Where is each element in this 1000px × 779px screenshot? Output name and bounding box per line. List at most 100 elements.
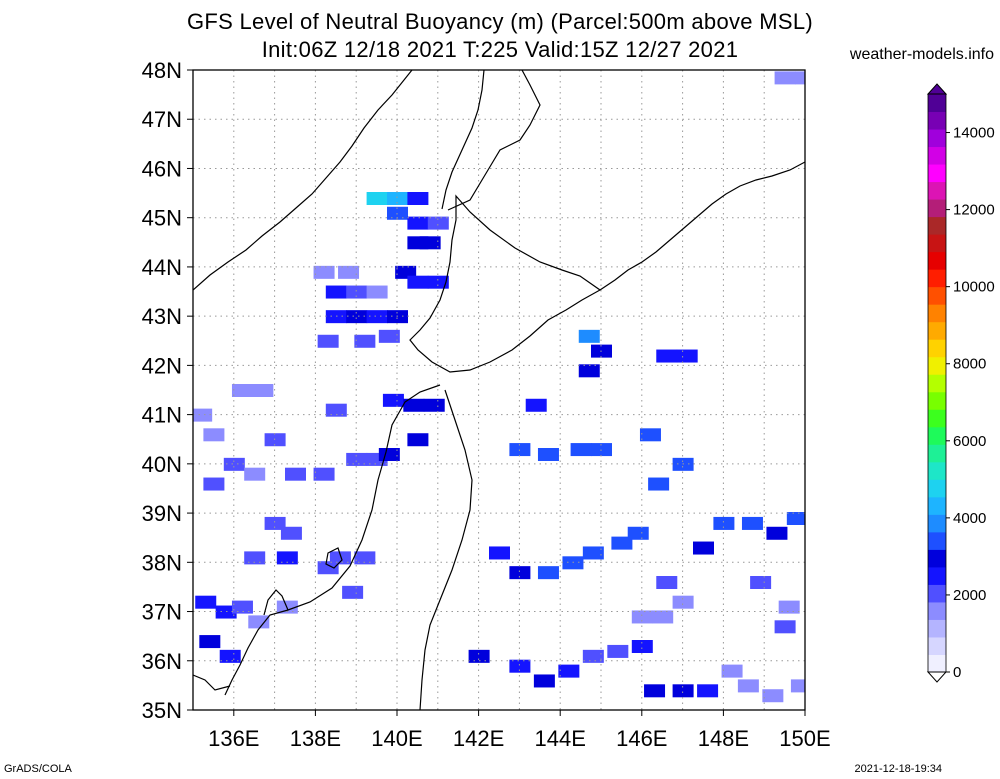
latitude-label: 37N <box>142 600 182 625</box>
colorbar-swatch <box>928 339 946 357</box>
buoyancy-cell <box>342 586 363 599</box>
longitude-label: 142E <box>453 726 504 751</box>
colorbar-swatch <box>928 479 946 497</box>
latitude-label: 41N <box>142 403 182 428</box>
buoyancy-cell <box>673 596 694 609</box>
colorbar-min-arrow <box>928 672 946 682</box>
buoyancy-cell <box>762 689 783 702</box>
colorbar-swatch <box>928 497 946 515</box>
latitude-label: 44N <box>142 255 182 280</box>
buoyancy-cell <box>697 684 718 697</box>
buoyancy-cell <box>742 517 763 530</box>
buoyancy-cell <box>677 350 698 363</box>
colorbar-legend: 14000 12000 10000 8000 6000 4000 2000 0 <box>928 84 995 682</box>
plot-frame <box>193 70 805 710</box>
colorbar-swatch <box>928 409 946 427</box>
latitude-label: 47N <box>142 107 182 132</box>
buoyancy-cell <box>383 394 404 407</box>
latitude-label: 36N <box>142 649 182 674</box>
buoyancy-cell <box>648 478 669 491</box>
latitude-labels: 48N 47N 46N 45N 44N 43N 42N 41N 40N 39N 38N 37N 36N 3… <box>142 58 193 723</box>
colorbar-swatch <box>928 199 946 217</box>
buoyancy-cell <box>538 448 559 461</box>
buoyancy-cell <box>199 635 220 648</box>
colorbar-swatch <box>928 269 946 287</box>
colorbar-label: 12000 <box>953 202 995 219</box>
colorbar-swatch <box>928 147 946 165</box>
coastlines <box>193 70 805 710</box>
latitude-label: 45N <box>142 206 182 231</box>
buoyancy-cell <box>583 546 604 559</box>
buoyancy-field <box>191 71 816 702</box>
colorbar-swatch <box>928 567 946 585</box>
buoyancy-cell <box>314 468 335 481</box>
buoyancy-cell <box>232 601 253 614</box>
colorbar-label: 8000 <box>953 356 986 373</box>
latitude-label: 43N <box>142 304 182 329</box>
gridlines <box>193 70 805 710</box>
buoyancy-cell <box>318 335 339 348</box>
buoyancy-cell <box>244 468 265 481</box>
latitude-label: 48N <box>142 58 182 83</box>
buoyancy-cell <box>367 192 388 205</box>
colorbar-swatch <box>928 619 946 637</box>
colorbar-swatch <box>928 129 946 147</box>
latitude-label: 35N <box>142 698 182 723</box>
colorbar-label: 0 <box>953 664 961 681</box>
colorbar-swatch <box>928 164 946 182</box>
longitude-label: 144E <box>535 726 586 751</box>
buoyancy-cell <box>644 684 665 697</box>
buoyancy-cell <box>750 576 771 589</box>
colorbar-swatch <box>928 427 946 445</box>
buoyancy-cell <box>407 276 428 289</box>
buoyancy-cell <box>632 640 653 653</box>
buoyancy-cell <box>656 576 677 589</box>
buoyancy-cell <box>775 71 796 84</box>
colorbar-swatch <box>928 532 946 550</box>
map-figure: 48N47N46N45N44N43N42N41N40N39N38N37N36N3… <box>0 0 1000 779</box>
buoyancy-cell <box>571 443 592 456</box>
buoyancy-cell <box>367 286 388 299</box>
buoyancy-cell <box>607 645 628 658</box>
latitude-label: 39N <box>142 501 182 526</box>
buoyancy-cell <box>738 679 759 692</box>
buoyancy-cell <box>579 330 600 343</box>
longitude-label: 136E <box>208 726 259 751</box>
colorbar-label: 14000 <box>953 125 995 142</box>
buoyancy-cell <box>775 620 796 633</box>
buoyancy-cell <box>632 610 653 623</box>
colorbar-swatch <box>928 217 946 235</box>
colorbar-swatch <box>928 112 946 130</box>
buoyancy-cell <box>652 610 673 623</box>
buoyancy-cell <box>252 384 273 397</box>
latitude-label: 42N <box>142 353 182 378</box>
colorbar-swatch <box>928 357 946 375</box>
buoyancy-cell <box>558 665 579 678</box>
buoyancy-cell <box>203 478 224 491</box>
buoyancy-cell <box>314 266 335 279</box>
buoyancy-cell <box>656 350 677 363</box>
buoyancy-cell <box>766 527 787 540</box>
longitude-label: 150E <box>779 726 830 751</box>
colorbar-swatch <box>928 549 946 567</box>
colorbar-swatch <box>928 602 946 620</box>
buoyancy-cell <box>338 266 359 279</box>
colorbar-swatch <box>928 392 946 410</box>
buoyancy-cell <box>285 468 306 481</box>
colorbar-swatch <box>928 462 946 480</box>
buoyancy-cell <box>248 615 269 628</box>
latitude-label: 46N <box>142 156 182 181</box>
colorbar-swatch <box>928 94 946 112</box>
longitude-labels: 136E 138E 140E 142E 144E 146E 148E 150E <box>208 710 831 751</box>
colorbar-swatch <box>928 287 946 305</box>
colorbar-swatch <box>928 234 946 252</box>
buoyancy-cell <box>195 596 216 609</box>
buoyancy-cell <box>203 428 224 441</box>
longitude-label: 148E <box>698 726 749 751</box>
buoyancy-cell <box>407 217 428 230</box>
buoyancy-cell <box>628 527 649 540</box>
colorbar-label: 2000 <box>953 587 986 604</box>
colorbar-label: 10000 <box>953 279 995 296</box>
buoyancy-cell <box>281 527 302 540</box>
colorbar-swatch <box>928 252 946 270</box>
